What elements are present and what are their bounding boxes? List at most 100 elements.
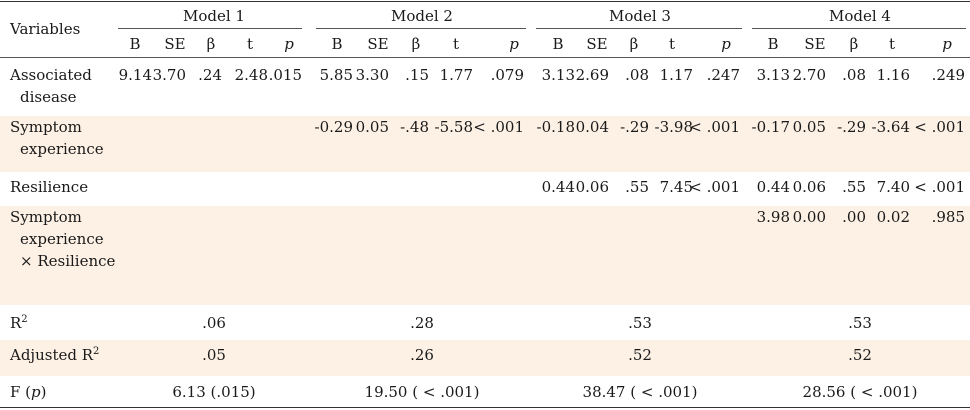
summary-label-end: ) bbox=[40, 383, 47, 401]
table-cell: 2.69 bbox=[575, 66, 609, 84]
stat-header: p bbox=[721, 35, 731, 53]
model-header: Model 3 bbox=[609, 7, 671, 25]
model-underline bbox=[752, 28, 966, 29]
table-cell: 0.05 bbox=[792, 118, 826, 136]
stat-header: p bbox=[509, 35, 519, 53]
row-label: Resilience bbox=[10, 178, 89, 196]
model-underline bbox=[118, 28, 302, 29]
table-cell: -5.58 bbox=[434, 118, 473, 136]
stat-header: t bbox=[452, 35, 460, 53]
header-bottom-rule bbox=[0, 57, 970, 58]
model-header: Model 2 bbox=[391, 7, 453, 25]
summary-label-text: F ( bbox=[10, 383, 32, 401]
summary-cell: .26 bbox=[410, 346, 434, 364]
summary-cell: .28 bbox=[410, 314, 434, 332]
summary-label-sup: 2 bbox=[21, 314, 28, 325]
table-cell: 3.70 bbox=[152, 66, 186, 84]
summary-cell: .06 bbox=[202, 314, 226, 332]
table-cell: -.29 bbox=[837, 118, 866, 136]
table-cell: .247 bbox=[706, 66, 740, 84]
stat-header: B bbox=[331, 35, 343, 53]
table-cell: 0.00 bbox=[792, 208, 826, 226]
table-cell: < .001 bbox=[689, 178, 740, 196]
table-cell: 0.02 bbox=[876, 208, 910, 226]
stat-header: SE bbox=[367, 35, 389, 53]
summary-label: Adjusted R2 bbox=[10, 344, 99, 366]
table-cell: .985 bbox=[931, 208, 965, 226]
summary-band-1 bbox=[0, 340, 970, 376]
row-label: Symptom bbox=[10, 118, 82, 136]
table-cell: 5.85 bbox=[319, 66, 353, 84]
summary-label: F (p) bbox=[10, 381, 47, 403]
table-cell: 2.48 bbox=[234, 66, 268, 84]
summary-cell: 6.13 (.015) bbox=[172, 383, 256, 401]
table-cell: -0.17 bbox=[751, 118, 790, 136]
model-header: Model 1 bbox=[183, 7, 245, 25]
summary-cell: 28.56 ( < .001) bbox=[802, 383, 918, 401]
table-cell: .08 bbox=[625, 66, 649, 84]
row-label: disease bbox=[20, 88, 77, 106]
table-cell: 0.44 bbox=[541, 178, 575, 196]
row-label: Symptom bbox=[10, 208, 82, 226]
table-cell: 7.40 bbox=[876, 178, 910, 196]
summary-cell: .52 bbox=[848, 346, 872, 364]
row-band-3 bbox=[0, 206, 970, 305]
table-cell: 1.77 bbox=[439, 66, 473, 84]
table-cell: < .001 bbox=[473, 118, 524, 136]
stat-header: B bbox=[767, 35, 779, 53]
table-cell: 0.05 bbox=[355, 118, 389, 136]
summary-label-text: R bbox=[10, 314, 22, 332]
table-cell: 9.14 bbox=[118, 66, 152, 84]
row-label: experience bbox=[20, 230, 104, 248]
summary-label-text: Adjusted R bbox=[10, 346, 94, 364]
table-cell: -0.18 bbox=[536, 118, 575, 136]
table-cell: 7.45 bbox=[659, 178, 693, 196]
table-cell: .00 bbox=[842, 208, 866, 226]
summary-cell: .52 bbox=[628, 346, 652, 364]
table-cell: -3.98 bbox=[654, 118, 693, 136]
table-cell: < .001 bbox=[914, 118, 965, 136]
stat-header: B bbox=[129, 35, 141, 53]
table-cell: -.48 bbox=[400, 118, 429, 136]
stat-header: B bbox=[552, 35, 564, 53]
table-cell: 0.06 bbox=[792, 178, 826, 196]
table-cell: .24 bbox=[198, 66, 222, 84]
stat-header: p bbox=[284, 35, 294, 53]
table-cell: 2.70 bbox=[792, 66, 826, 84]
table-cell: 3.13 bbox=[541, 66, 575, 84]
stat-header: β bbox=[849, 35, 859, 53]
table-cell: 0.44 bbox=[756, 178, 790, 196]
table-cell: 1.16 bbox=[876, 66, 910, 84]
table-cell: .55 bbox=[842, 178, 866, 196]
table-cell: < .001 bbox=[914, 178, 965, 196]
model-underline bbox=[536, 28, 742, 29]
table-cell: .15 bbox=[405, 66, 429, 84]
table-cell: 1.17 bbox=[659, 66, 693, 84]
model-header: Model 4 bbox=[829, 7, 891, 25]
table-cell: -3.64 bbox=[871, 118, 910, 136]
table-cell: .079 bbox=[490, 66, 524, 84]
corner-label: Variables bbox=[10, 20, 81, 38]
table-cell: 3.98 bbox=[756, 208, 790, 226]
stat-header: SE bbox=[804, 35, 826, 53]
stat-header: β bbox=[411, 35, 421, 53]
summary-label-italic: p bbox=[31, 383, 41, 401]
table-cell: .015 bbox=[268, 66, 302, 84]
table-cell: 3.13 bbox=[756, 66, 790, 84]
model-underline bbox=[316, 28, 526, 29]
table-bottom-rule bbox=[0, 407, 970, 408]
table-top-rule bbox=[0, 1, 970, 2]
table-cell: -.29 bbox=[620, 118, 649, 136]
summary-cell: .53 bbox=[628, 314, 652, 332]
summary-cell: .05 bbox=[202, 346, 226, 364]
stat-header: β bbox=[206, 35, 216, 53]
table-cell: 0.06 bbox=[575, 178, 609, 196]
stat-header: t bbox=[246, 35, 254, 53]
stat-header: t bbox=[888, 35, 896, 53]
table-cell: .249 bbox=[931, 66, 965, 84]
stat-header: SE bbox=[164, 35, 186, 53]
stat-header: p bbox=[942, 35, 952, 53]
table-cell: .55 bbox=[625, 178, 649, 196]
stat-header: β bbox=[629, 35, 639, 53]
